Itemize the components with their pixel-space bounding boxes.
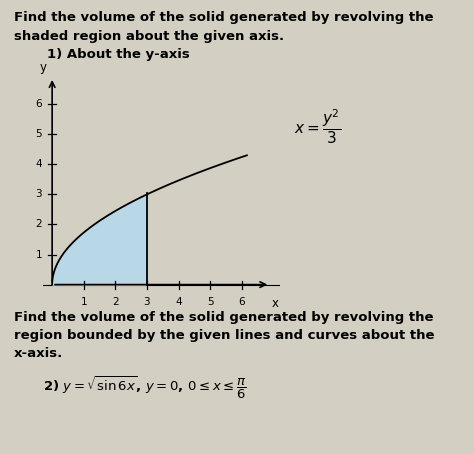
Text: 4: 4 [36, 159, 42, 169]
Text: 1: 1 [36, 250, 42, 260]
Text: y: y [39, 61, 46, 74]
Text: x: x [272, 296, 278, 310]
Text: 4: 4 [175, 297, 182, 307]
Text: 2) $y = \sqrt{\sin 6x}$, $y = 0$, $0 \leq x \leq \dfrac{\pi}{6}$: 2) $y = \sqrt{\sin 6x}$, $y = 0$, $0 \le… [43, 375, 246, 401]
Text: region bounded by the given lines and curves about the: region bounded by the given lines and cu… [14, 329, 435, 342]
Text: x-axis.: x-axis. [14, 347, 64, 360]
Text: 2: 2 [36, 219, 42, 229]
Text: 6: 6 [36, 99, 42, 109]
Text: 5: 5 [36, 129, 42, 139]
Text: Find the volume of the solid generated by revolving the: Find the volume of the solid generated b… [14, 311, 434, 324]
Text: 3: 3 [36, 189, 42, 199]
Text: shaded region about the given axis.: shaded region about the given axis. [14, 30, 284, 43]
Text: 2: 2 [112, 297, 118, 307]
Text: 1) About the y-axis: 1) About the y-axis [47, 48, 190, 61]
Text: Find the volume of the solid generated by revolving the: Find the volume of the solid generated b… [14, 11, 434, 25]
Text: 5: 5 [207, 297, 213, 307]
Text: 6: 6 [238, 297, 245, 307]
Text: $x = \dfrac{y^2}{3}$: $x = \dfrac{y^2}{3}$ [294, 108, 341, 146]
Text: 1: 1 [81, 297, 87, 307]
Text: 3: 3 [144, 297, 150, 307]
